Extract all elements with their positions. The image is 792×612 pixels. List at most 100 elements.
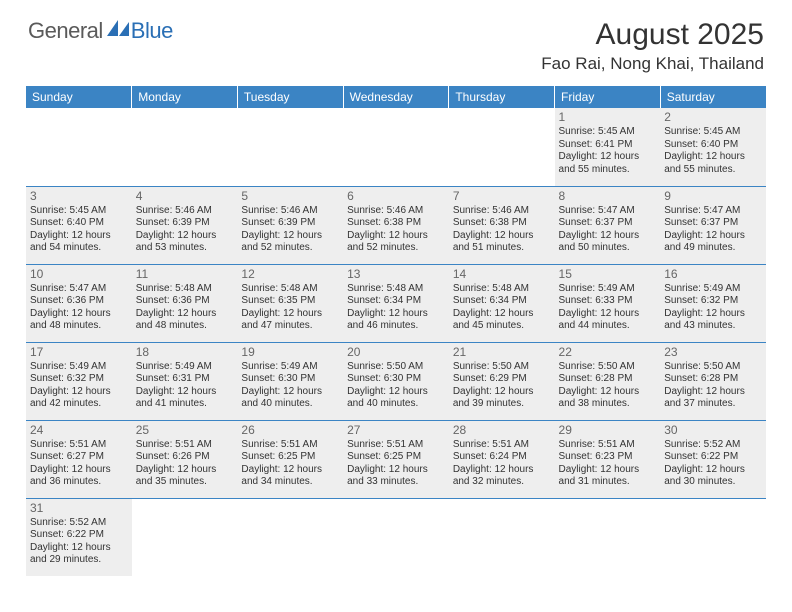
sunrise-text: Sunrise: 5:50 AM [559, 361, 657, 374]
sunset-text: Sunset: 6:39 PM [241, 217, 339, 230]
day-number: 15 [559, 267, 657, 282]
sunrise-text: Sunrise: 5:50 AM [453, 361, 551, 374]
sunrise-text: Sunrise: 5:51 AM [241, 439, 339, 452]
sunrise-text: Sunrise: 5:52 AM [30, 517, 128, 530]
day-number: 26 [241, 423, 339, 438]
daylight-text: Daylight: 12 hours and 34 minutes. [241, 464, 339, 489]
sunrise-text: Sunrise: 5:46 AM [347, 205, 445, 218]
calendar-day-cell: 17Sunrise: 5:49 AMSunset: 6:32 PMDayligh… [26, 342, 132, 420]
day-number: 10 [30, 267, 128, 282]
sunset-text: Sunset: 6:24 PM [453, 451, 551, 464]
day-number: 19 [241, 345, 339, 360]
calendar-week-row: 24Sunrise: 5:51 AMSunset: 6:27 PMDayligh… [26, 420, 766, 498]
calendar-day-cell: 4Sunrise: 5:46 AMSunset: 6:39 PMDaylight… [132, 186, 238, 264]
sunset-text: Sunset: 6:22 PM [30, 529, 128, 542]
sail-icon [107, 20, 129, 36]
sunrise-text: Sunrise: 5:48 AM [241, 283, 339, 296]
weekday-header: Wednesday [343, 86, 449, 108]
calendar-week-row: 17Sunrise: 5:49 AMSunset: 6:32 PMDayligh… [26, 342, 766, 420]
daylight-text: Daylight: 12 hours and 38 minutes. [559, 386, 657, 411]
sunset-text: Sunset: 6:25 PM [241, 451, 339, 464]
daylight-text: Daylight: 12 hours and 53 minutes. [136, 230, 234, 255]
daylight-text: Daylight: 12 hours and 40 minutes. [241, 386, 339, 411]
daylight-text: Daylight: 12 hours and 39 minutes. [453, 386, 551, 411]
daylight-text: Daylight: 12 hours and 43 minutes. [664, 308, 762, 333]
sunset-text: Sunset: 6:35 PM [241, 295, 339, 308]
day-number: 28 [453, 423, 551, 438]
calendar-day-cell: 3Sunrise: 5:45 AMSunset: 6:40 PMDaylight… [26, 186, 132, 264]
sunrise-text: Sunrise: 5:45 AM [664, 126, 762, 139]
month-title: August 2025 [541, 18, 764, 52]
calendar-day-cell [343, 498, 449, 576]
daylight-text: Daylight: 12 hours and 45 minutes. [453, 308, 551, 333]
calendar-day-cell [660, 498, 766, 576]
weekday-header: Sunday [26, 86, 132, 108]
sunrise-text: Sunrise: 5:48 AM [136, 283, 234, 296]
sunset-text: Sunset: 6:22 PM [664, 451, 762, 464]
day-number: 24 [30, 423, 128, 438]
sunset-text: Sunset: 6:26 PM [136, 451, 234, 464]
logo-text-general: General [28, 18, 103, 44]
weekday-header: Monday [132, 86, 238, 108]
calendar-day-cell: 15Sunrise: 5:49 AMSunset: 6:33 PMDayligh… [555, 264, 661, 342]
sunrise-text: Sunrise: 5:49 AM [30, 361, 128, 374]
sunset-text: Sunset: 6:25 PM [347, 451, 445, 464]
daylight-text: Daylight: 12 hours and 47 minutes. [241, 308, 339, 333]
calendar-day-cell: 26Sunrise: 5:51 AMSunset: 6:25 PMDayligh… [237, 420, 343, 498]
sunrise-text: Sunrise: 5:48 AM [453, 283, 551, 296]
day-number: 29 [559, 423, 657, 438]
calendar-day-cell: 1Sunrise: 5:45 AMSunset: 6:41 PMDaylight… [555, 108, 661, 186]
sunrise-text: Sunrise: 5:45 AM [30, 205, 128, 218]
daylight-text: Daylight: 12 hours and 51 minutes. [453, 230, 551, 255]
day-number: 2 [664, 110, 762, 125]
sunset-text: Sunset: 6:34 PM [453, 295, 551, 308]
calendar-day-cell: 28Sunrise: 5:51 AMSunset: 6:24 PMDayligh… [449, 420, 555, 498]
calendar-header-row: SundayMondayTuesdayWednesdayThursdayFrid… [26, 86, 766, 108]
day-number: 14 [453, 267, 551, 282]
daylight-text: Daylight: 12 hours and 50 minutes. [559, 230, 657, 255]
sunset-text: Sunset: 6:27 PM [30, 451, 128, 464]
sunrise-text: Sunrise: 5:50 AM [664, 361, 762, 374]
sunset-text: Sunset: 6:33 PM [559, 295, 657, 308]
daylight-text: Daylight: 12 hours and 29 minutes. [30, 542, 128, 567]
day-number: 31 [30, 501, 128, 516]
sunset-text: Sunset: 6:37 PM [664, 217, 762, 230]
calendar-day-cell: 21Sunrise: 5:50 AMSunset: 6:29 PMDayligh… [449, 342, 555, 420]
calendar-day-cell: 7Sunrise: 5:46 AMSunset: 6:38 PMDaylight… [449, 186, 555, 264]
sunrise-text: Sunrise: 5:51 AM [136, 439, 234, 452]
daylight-text: Daylight: 12 hours and 52 minutes. [347, 230, 445, 255]
day-number: 30 [664, 423, 762, 438]
sunset-text: Sunset: 6:30 PM [347, 373, 445, 386]
day-number: 6 [347, 189, 445, 204]
calendar-day-cell [555, 498, 661, 576]
header: General Blue August 2025 Fao Rai, Nong K… [0, 0, 792, 80]
calendar-week-row: 1Sunrise: 5:45 AMSunset: 6:41 PMDaylight… [26, 108, 766, 186]
daylight-text: Daylight: 12 hours and 54 minutes. [30, 230, 128, 255]
daylight-text: Daylight: 12 hours and 37 minutes. [664, 386, 762, 411]
sunrise-text: Sunrise: 5:51 AM [30, 439, 128, 452]
daylight-text: Daylight: 12 hours and 48 minutes. [136, 308, 234, 333]
calendar-day-cell [343, 108, 449, 186]
sunrise-text: Sunrise: 5:47 AM [30, 283, 128, 296]
daylight-text: Daylight: 12 hours and 36 minutes. [30, 464, 128, 489]
calendar-day-cell: 2Sunrise: 5:45 AMSunset: 6:40 PMDaylight… [660, 108, 766, 186]
sunrise-text: Sunrise: 5:47 AM [664, 205, 762, 218]
daylight-text: Daylight: 12 hours and 46 minutes. [347, 308, 445, 333]
daylight-text: Daylight: 12 hours and 30 minutes. [664, 464, 762, 489]
daylight-text: Daylight: 12 hours and 48 minutes. [30, 308, 128, 333]
calendar-day-cell: 22Sunrise: 5:50 AMSunset: 6:28 PMDayligh… [555, 342, 661, 420]
daylight-text: Daylight: 12 hours and 40 minutes. [347, 386, 445, 411]
daylight-text: Daylight: 12 hours and 49 minutes. [664, 230, 762, 255]
calendar-day-cell: 16Sunrise: 5:49 AMSunset: 6:32 PMDayligh… [660, 264, 766, 342]
sunset-text: Sunset: 6:36 PM [30, 295, 128, 308]
calendar-day-cell: 9Sunrise: 5:47 AMSunset: 6:37 PMDaylight… [660, 186, 766, 264]
location-subtitle: Fao Rai, Nong Khai, Thailand [541, 54, 764, 74]
sunset-text: Sunset: 6:38 PM [347, 217, 445, 230]
daylight-text: Daylight: 12 hours and 32 minutes. [453, 464, 551, 489]
sunrise-text: Sunrise: 5:49 AM [559, 283, 657, 296]
sunrise-text: Sunrise: 5:51 AM [347, 439, 445, 452]
day-number: 16 [664, 267, 762, 282]
sunset-text: Sunset: 6:40 PM [664, 139, 762, 152]
sunrise-text: Sunrise: 5:50 AM [347, 361, 445, 374]
day-number: 7 [453, 189, 551, 204]
